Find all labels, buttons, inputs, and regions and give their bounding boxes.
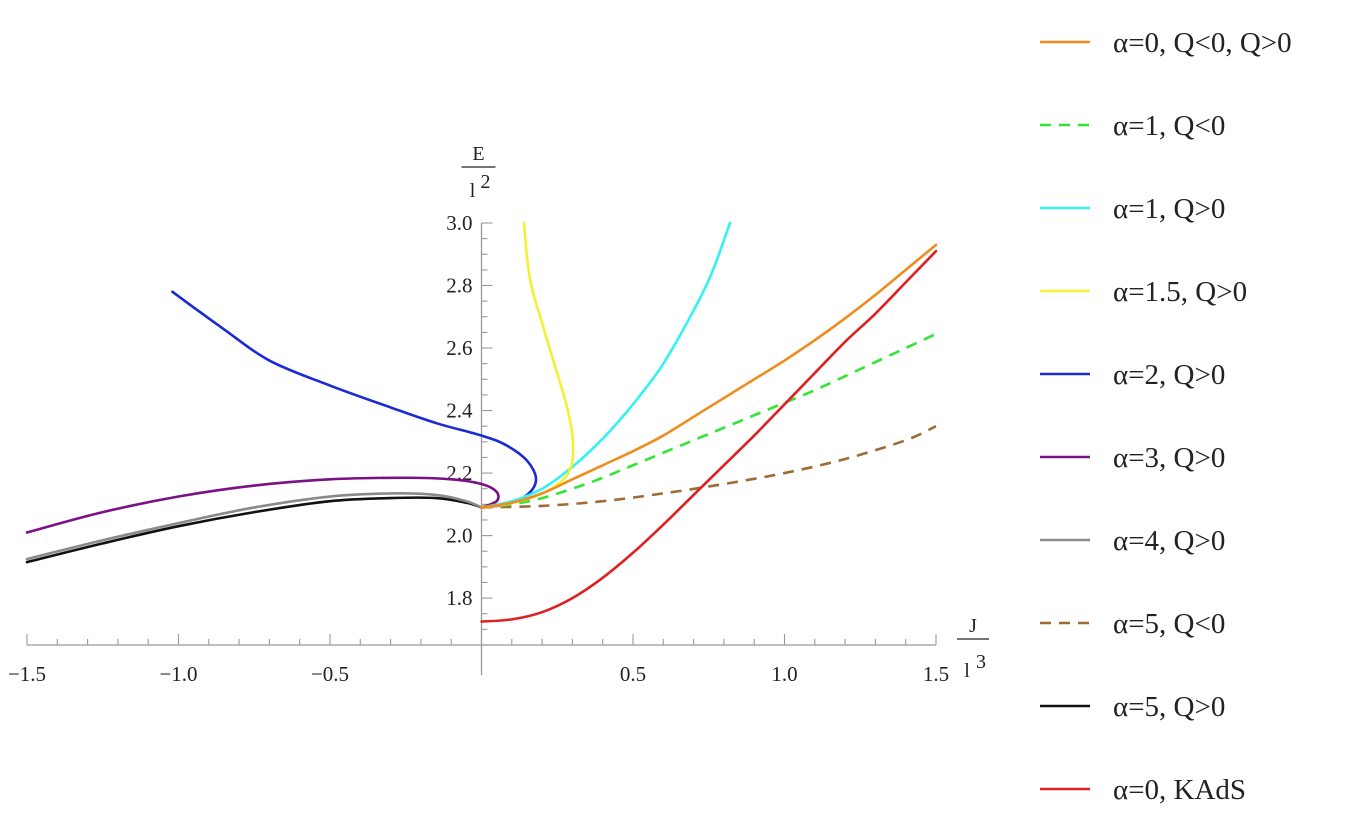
x-axis-label-numerator: J xyxy=(969,615,977,637)
y-axis-label-exponent: 2 xyxy=(481,171,491,193)
x-tick-label: 1.0 xyxy=(771,662,797,686)
legend: α=0, Q<0, Q>0 α=1, Q<0 α=1, Q>0 α=1.5, Q>0 α… xyxy=(1040,27,1292,806)
legend-label-6: α=3, Q>0 xyxy=(1113,442,1225,474)
x-tick-label: 0.5 xyxy=(620,662,646,686)
series-line-9 xyxy=(25,496,483,564)
legend-label-9: α=5, Q>0 xyxy=(1113,691,1225,723)
series-line-3 xyxy=(480,221,732,509)
series-line-10 xyxy=(480,249,938,623)
y-tick-label: 2.0 xyxy=(446,524,472,548)
series-line-1 xyxy=(480,243,938,509)
x-axis-label-exponent: 3 xyxy=(976,651,986,673)
legend-label-2: α=1, Q<0 xyxy=(1113,110,1225,142)
series-line-6 xyxy=(25,476,500,534)
y-axis-label-denominator: l xyxy=(470,180,476,202)
axes: −1.5 −1.0 −0.5 0.5 1.0 1.51.82.02.22.42.62.83… xyxy=(8,143,989,686)
legend-label-4: α=1.5, Q>0 xyxy=(1113,276,1247,308)
legend-label-7: α=4, Q>0 xyxy=(1113,525,1225,557)
x-tick-label: −1.5 xyxy=(8,662,46,686)
legend-label-3: α=1, Q>0 xyxy=(1113,193,1225,225)
y-tick-label: 2.6 xyxy=(446,336,472,360)
series-line-4 xyxy=(480,221,575,509)
legend-label-10: α=0, KAdS xyxy=(1113,774,1246,806)
legend-label-1: α=0, Q<0, Q>0 xyxy=(1113,27,1292,59)
y-axis-label-numerator: E xyxy=(472,143,484,165)
legend-label-5: α=2, Q>0 xyxy=(1113,359,1225,391)
x-tick-label: −1.0 xyxy=(159,662,197,686)
series-group xyxy=(25,221,938,623)
x-tick-label: 1.5 xyxy=(923,662,949,686)
y-tick-label: 2.4 xyxy=(446,399,473,423)
x-axis-label-denominator: l xyxy=(964,660,970,682)
y-tick-label: 2.8 xyxy=(446,274,472,298)
series-line-8 xyxy=(481,425,937,509)
series-line-7 xyxy=(25,492,483,561)
y-tick-label: 3.0 xyxy=(446,211,472,235)
y-tick-label: 1.8 xyxy=(446,586,472,610)
series-line-5 xyxy=(171,290,538,509)
series-line-2 xyxy=(481,332,937,509)
x-tick-label: −0.5 xyxy=(311,662,349,686)
legend-label-8: α=5, Q<0 xyxy=(1113,608,1225,640)
